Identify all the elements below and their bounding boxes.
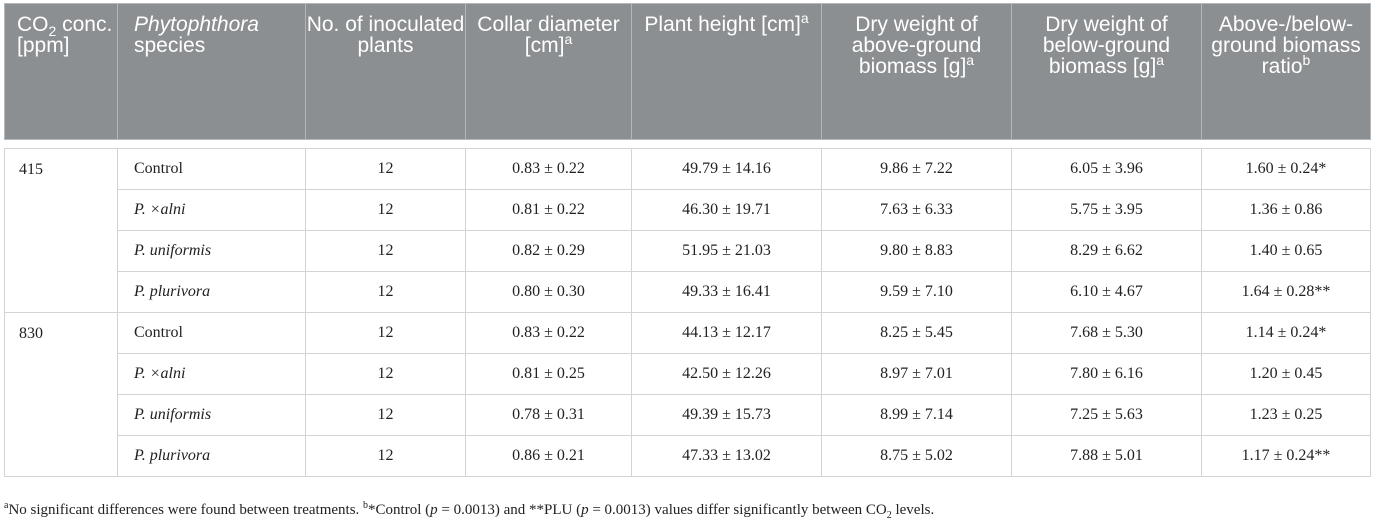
header-above-ground-biomass: Dry weight of above-ground biomass [g]a [821,3,1012,140]
cell-collar-diameter: 0.78 ± 0.31 [465,394,632,436]
cell-inoculated-plants: 12 [305,394,466,436]
cell-species: Control [117,312,306,354]
cell-below-ground-biomass: 7.80 ± 6.16 [1011,353,1202,395]
cell-above-ground-biomass: 8.75 ± 5.02 [821,435,1012,477]
cell-co2-conc: 415 [4,148,118,313]
cell-above-ground-biomass: 8.25 ± 5.45 [821,312,1012,354]
cell-inoculated-plants: 12 [305,148,466,190]
cell-inoculated-plants: 12 [305,312,466,354]
cell-species: Control [117,148,306,190]
cell-above-ground-biomass: 8.99 ± 7.14 [821,394,1012,436]
header-plant-height: Plant height [cm]a [631,3,822,140]
cell-collar-diameter: 0.86 ± 0.21 [465,435,632,477]
cell-inoculated-plants: 12 [305,189,466,231]
cell-biomass-ratio: 1.60 ± 0.24* [1201,148,1371,190]
cell-biomass-ratio: 1.14 ± 0.24* [1201,312,1371,354]
cell-biomass-ratio: 1.20 ± 0.45 [1201,353,1371,395]
cell-species: P. plurivora [117,435,306,477]
header-inoculated-plants: No. of inoculated plants [305,3,466,140]
cell-below-ground-biomass: 7.68 ± 5.30 [1011,312,1202,354]
cell-below-ground-biomass: 8.29 ± 6.62 [1011,230,1202,272]
table-body: 415 Control 12 0.83 ± 0.22 49.79 ± 14.16 9.86… [4,148,1371,477]
cell-plant-height: 46.30 ± 19.71 [631,189,822,231]
table-row: 415 Control 12 0.83 ± 0.22 49.79 ± 14.16 9.86… [4,148,1371,313]
cell-collar-diameter: 0.83 ± 0.22 [465,148,632,190]
cell-above-ground-biomass: 7.63 ± 6.33 [821,189,1012,231]
cell-plant-height: 42.50 ± 12.26 [631,353,822,395]
cell-species: P. uniformis [117,230,306,272]
cell-species: P. plurivora [117,271,306,313]
cell-plant-height: 47.33 ± 13.02 [631,435,822,477]
cell-inoculated-plants: 12 [305,353,466,395]
cell-plant-height: 49.33 ± 16.41 [631,271,822,313]
cell-below-ground-biomass: 6.10 ± 4.67 [1011,271,1202,313]
table-row: P. uniformis 12 0.82 ± 0.29 51.95 ± 21.03 9.… [5,230,1371,272]
cell-below-ground-biomass: 6.05 ± 3.96 [1011,148,1202,190]
cell-plant-height: 44.13 ± 12.17 [631,312,822,354]
table-row: P. plurivora 12 0.86 ± 0.21 47.33 ± 13.02 8.… [5,435,1371,477]
table-header: CO2 conc. [ppm] Phytophthora species No.… [4,3,1371,149]
cell-inoculated-plants: 12 [305,435,466,477]
header-co2-conc: CO2 conc. [ppm] [4,3,118,140]
table-row: P. uniformis 12 0.78 ± 0.31 49.39 ± 15.73 8.… [5,394,1371,436]
table-row: P. ×alni 12 0.81 ± 0.22 46.30 ± 19.71 7.63 ±… [5,189,1371,231]
cell-collar-diameter: 0.81 ± 0.22 [465,189,632,231]
cell-below-ground-biomass: 5.75 ± 3.95 [1011,189,1202,231]
data-table: CO2 conc. [ppm] Phytophthora species No.… [4,3,1371,477]
cell-collar-diameter: 0.81 ± 0.25 [465,353,632,395]
cell-collar-diameter: 0.82 ± 0.29 [465,230,632,272]
cell-inoculated-plants: 12 [305,271,466,313]
header-species: Phytophthora species [117,3,306,140]
cell-biomass-ratio: 1.64 ± 0.28** [1201,271,1371,313]
table-footnote: aNo significant differences were found b… [4,500,935,521]
cell-plant-height: 49.79 ± 14.16 [631,148,822,190]
header-spacer [4,139,1371,149]
cell-biomass-ratio: 1.17 ± 0.24** [1201,435,1371,477]
cell-species: P. ×alni [117,189,306,231]
table-row: 830 Control 12 0.83 ± 0.22 44.13 ± 12.17 8.25… [4,312,1371,477]
cell-plant-height: 49.39 ± 15.73 [631,394,822,436]
cell-above-ground-biomass: 8.97 ± 7.01 [821,353,1012,395]
cell-co2-conc: 830 [4,312,118,477]
cell-plant-height: 51.95 ± 21.03 [631,230,822,272]
cell-below-ground-biomass: 7.25 ± 5.63 [1011,394,1202,436]
table-row: P. plurivora 12 0.80 ± 0.30 49.33 ± 16.41 9.… [5,271,1371,313]
table-row: P. ×alni 12 0.81 ± 0.25 42.50 ± 12.26 8.97 ±… [5,353,1371,395]
cell-above-ground-biomass: 9.86 ± 7.22 [821,148,1012,190]
header-below-ground-biomass: Dry weight of below-ground biomass [g]a [1011,3,1202,140]
cell-collar-diameter: 0.83 ± 0.22 [465,312,632,354]
header-collar-diameter: Collar diameter [cm]a [465,3,632,140]
cell-inoculated-plants: 12 [305,230,466,272]
cell-biomass-ratio: 1.40 ± 0.65 [1201,230,1371,272]
cell-below-ground-biomass: 7.88 ± 5.01 [1011,435,1202,477]
cell-species: P. ×alni [117,353,306,395]
cell-collar-diameter: 0.80 ± 0.30 [465,271,632,313]
cell-above-ground-biomass: 9.80 ± 8.83 [821,230,1012,272]
header-biomass-ratio: Above-/below-ground biomass ratiob [1201,3,1371,140]
cell-species: P. uniformis [117,394,306,436]
cell-biomass-ratio: 1.23 ± 0.25 [1201,394,1371,436]
cell-biomass-ratio: 1.36 ± 0.86 [1201,189,1371,231]
cell-above-ground-biomass: 9.59 ± 7.10 [821,271,1012,313]
